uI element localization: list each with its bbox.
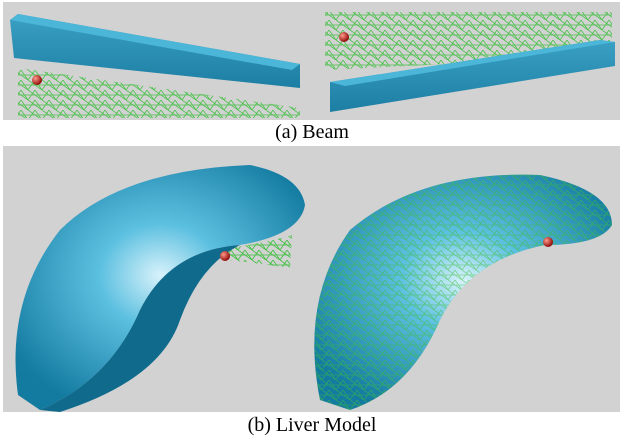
page: {"figure": {"panels": [{"caption": "(a) … bbox=[0, 0, 624, 441]
figure: (a) Beam (b) Liver Model bbox=[0, 0, 624, 441]
panel-b-caption: (b) Liver Model bbox=[0, 414, 624, 437]
panel-a-caption: (a) Beam bbox=[0, 121, 624, 144]
figure-images bbox=[0, 0, 624, 441]
